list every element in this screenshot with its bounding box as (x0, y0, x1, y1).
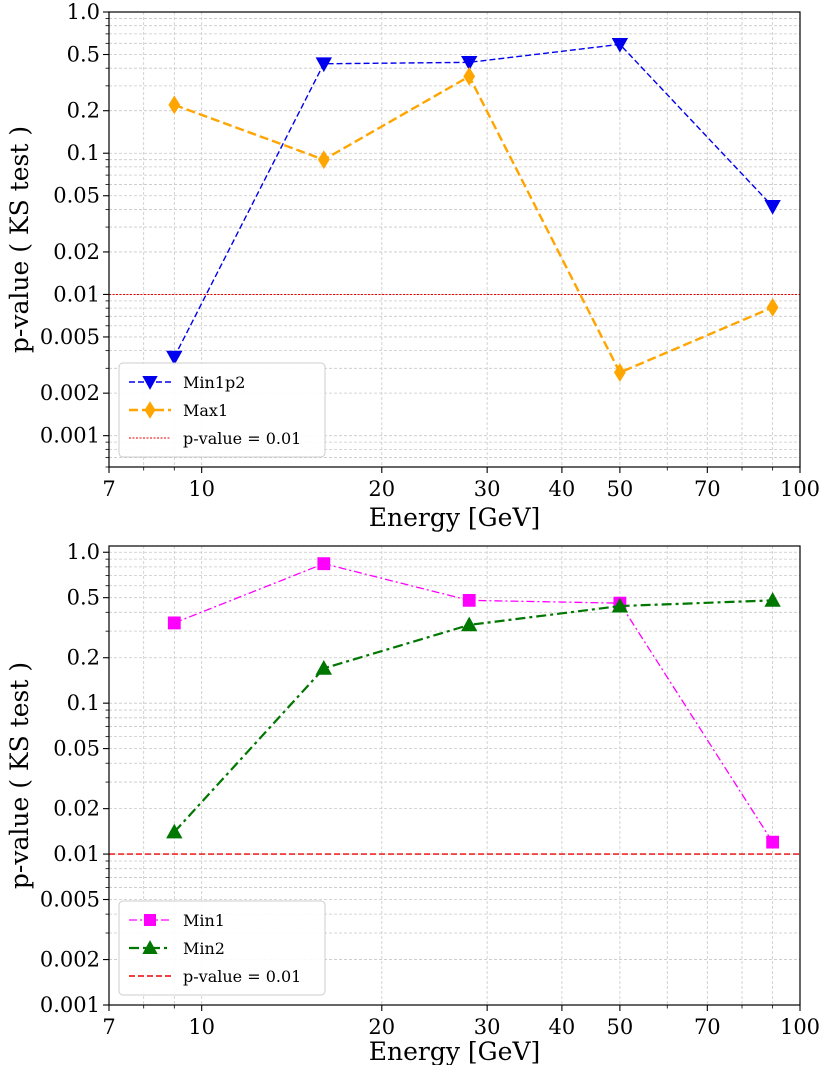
y-tick-label: 0.001 (40, 424, 100, 448)
series-line-max1 (173, 74, 774, 375)
legend-label: p-value = 0.01 (183, 429, 301, 448)
legend-label: Min1p2 (183, 373, 245, 392)
y-tick-label: 0.005 (40, 888, 100, 912)
x-tick-label: 30 (474, 477, 501, 501)
data-point-min1 (317, 557, 331, 571)
legend-box (118, 362, 326, 458)
legend-marker (144, 401, 156, 419)
data-point-min1 (766, 835, 780, 849)
y-tick-label: 0.1 (67, 141, 100, 165)
data-point-min1p2 (315, 57, 332, 73)
y-tick-label: 0.1 (67, 691, 100, 715)
data-point-max1 (317, 150, 330, 170)
y-tick-label: 0.001 (40, 993, 100, 1017)
y-tick-label: 0.02 (53, 240, 100, 264)
legend-box (118, 900, 326, 996)
x-tick-label: 70 (694, 477, 721, 501)
y-axis-title: p-value ( KS test ) (5, 126, 34, 353)
x-tick-label: 50 (607, 1015, 634, 1039)
data-point-min2 (315, 660, 332, 675)
data-point-min2 (764, 592, 781, 607)
y-tick-label: 0.2 (67, 646, 100, 670)
x-tick-label: 40 (549, 1015, 576, 1039)
legend: Min1 Min2 p-value = 0.01 (118, 900, 326, 996)
legend-label: Min2 (183, 939, 225, 958)
x-tick-label: 20 (368, 477, 395, 501)
y-tick-label: 0.2 (67, 99, 100, 123)
y-tick-label: 0.005 (40, 325, 100, 349)
x-tick-label: 7 (102, 1015, 115, 1039)
x-tick-label: 40 (549, 477, 576, 501)
x-tick-label: 10 (188, 477, 215, 501)
y-tick-label: 0.05 (53, 184, 100, 208)
x-tick-label: 7 (102, 477, 115, 501)
y-tick-label: 0.05 (53, 737, 100, 761)
plot-frame (108, 545, 801, 1006)
data-point-min1 (167, 616, 181, 630)
y-tick-label: 1.0 (67, 0, 100, 24)
y-tick-label: 1.0 (67, 540, 100, 564)
series-line-min2 (173, 599, 773, 833)
plot-frame (108, 11, 801, 468)
data-point-max1 (168, 95, 181, 115)
data-point-min1p2 (166, 350, 183, 366)
y-tick-label: 0.5 (67, 43, 100, 67)
data-point-min2 (461, 616, 478, 632)
legend-marker (142, 940, 158, 954)
x-tick-label: 50 (607, 477, 634, 501)
y-tick-label: 0.01 (53, 282, 100, 306)
chart-panel-2: 7 10 20 30 40 50 70 100 0.001 0.002 0.005 0.01 0.02 0… (5, 540, 820, 1065)
legend: Min1p2 Max1 p-value = 0.01 (118, 362, 326, 458)
data-point-min1p2 (461, 55, 478, 71)
y-tick-label: 0.002 (40, 948, 100, 972)
legend-label: Min1 (183, 911, 225, 930)
gridlines (108, 546, 801, 1006)
x-axis-title: Energy [GeV] (369, 503, 541, 532)
series-line-min1p2 (173, 43, 774, 358)
data-point-max1 (614, 363, 626, 382)
x-tick-label: 10 (188, 1015, 215, 1039)
data-point-min1p2 (611, 37, 629, 53)
y-tick-label: 0.01 (53, 842, 100, 866)
data-point-min2 (166, 823, 183, 839)
y-tick-label: 0.5 (67, 586, 100, 610)
legend-marker (142, 376, 158, 390)
chart-panel-1: 7 10 20 30 40 50 70 100 0.001 0.002 0.005 0.01 0.02 0… (5, 0, 820, 532)
data-point-max1 (463, 67, 476, 86)
x-axis-title: Energy [GeV] (369, 1037, 541, 1065)
x-tick-label: 20 (368, 1015, 395, 1039)
y-tick-label: 0.02 (53, 797, 100, 821)
data-point-max1 (766, 297, 779, 317)
data-point-min1p2 (764, 200, 781, 215)
x-tick-label: 70 (694, 1015, 721, 1039)
y-axis-title: p-value ( KS test ) (5, 662, 34, 889)
y-tick-label: 0.002 (40, 381, 100, 405)
data-point-min2 (611, 597, 629, 613)
x-tick-label: 100 (780, 477, 820, 501)
x-tick-label: 100 (780, 1015, 820, 1039)
legend-label: Max1 (183, 401, 228, 420)
data-point-min1 (462, 593, 476, 607)
legend-marker (144, 914, 156, 926)
x-tick-label: 30 (474, 1015, 501, 1039)
legend-label: p-value = 0.01 (183, 967, 301, 986)
